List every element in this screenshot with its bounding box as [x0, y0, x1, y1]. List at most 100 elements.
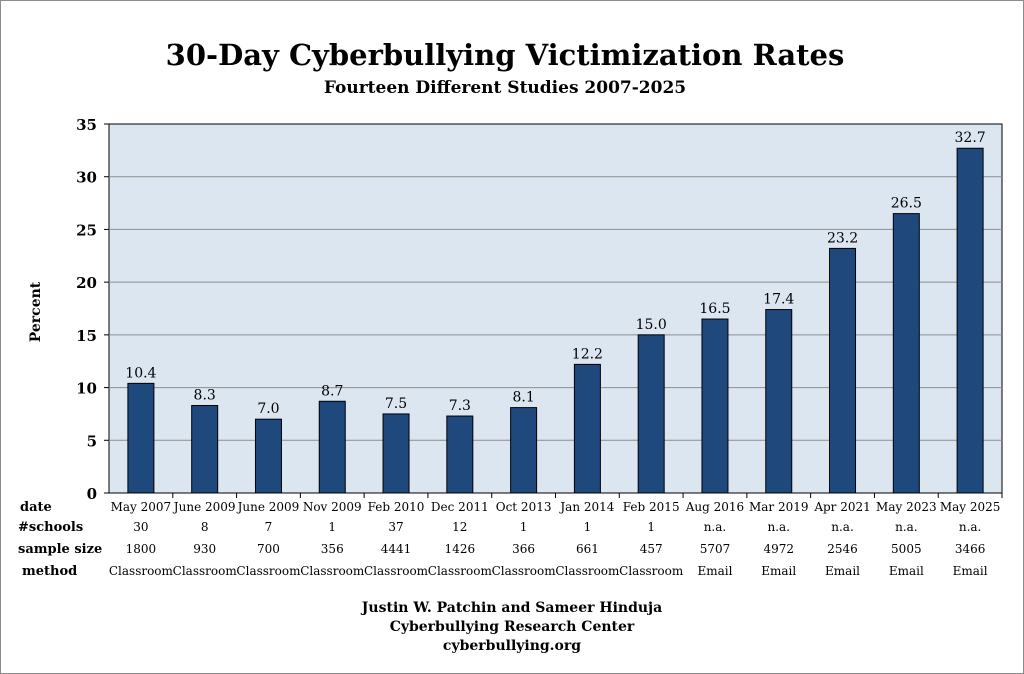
credit-line: Cyberbullying Research Center [390, 619, 635, 635]
data-label: 7.5 [385, 396, 407, 412]
table-cell: Email [825, 564, 860, 578]
credit-line: cyberbullying.org [443, 638, 581, 654]
data-label: 15.0 [636, 317, 667, 333]
table-cell: Email [697, 564, 732, 578]
table-cell: 3466 [955, 542, 986, 556]
table-cell: Classroom [236, 564, 301, 578]
x-tick-label: Aug 2016 [685, 500, 744, 514]
table-cell: 4972 [763, 542, 794, 556]
y-tick-label: 10 [76, 380, 97, 398]
table-cell: 1 [328, 520, 336, 534]
table-cell: Classroom [619, 564, 684, 578]
y-tick-label: 30 [76, 169, 97, 187]
table-cell: 5005 [891, 542, 922, 556]
data-label: 12.2 [572, 346, 603, 362]
table-cell: 457 [640, 542, 663, 556]
table-row-label: sample size [18, 542, 102, 557]
data-label: 32.7 [955, 130, 986, 146]
data-label: 17.4 [763, 292, 794, 308]
bar [191, 404, 219, 494]
y-tick-label: 5 [87, 432, 97, 450]
table-cell: Classroom [300, 564, 365, 578]
data-label: 7.0 [257, 401, 279, 417]
bar [382, 413, 410, 494]
data-label: 7.3 [449, 398, 471, 414]
table-cell: 8 [201, 520, 209, 534]
table-cell: 37 [388, 520, 403, 534]
table-cell: n.a. [831, 520, 854, 534]
y-tick-label: 15 [76, 327, 97, 345]
table-cell: Email [889, 564, 924, 578]
bar [956, 147, 984, 494]
bar [318, 400, 346, 494]
x-tick-label: Apr 2021 [813, 500, 870, 514]
table-cell: Classroom [109, 564, 174, 578]
credits: Justin W. Patchin and Sameer Hinduja Cybe… [360, 600, 662, 654]
table-cell: Classroom [428, 564, 493, 578]
table-cell: n.a. [895, 520, 918, 534]
bar [510, 407, 538, 494]
table-cell: 1 [647, 520, 655, 534]
y-tick-label: 20 [76, 274, 97, 292]
data-label: 23.2 [827, 230, 858, 246]
data-table: date May 2007 June 2009 June 2009 Nov 2009 Fe… [18, 500, 1000, 579]
table-cell: 700 [257, 542, 280, 556]
credit-line: Justin W. Patchin and Sameer Hinduja [360, 600, 662, 616]
data-label: 26.5 [891, 196, 922, 212]
bar [446, 415, 474, 494]
table-cell: Classroom [492, 564, 557, 578]
chart-subtitle: Fourteen Different Studies 2007-2025 [324, 78, 686, 98]
table-cell: Classroom [173, 564, 238, 578]
bar [637, 334, 665, 494]
table-row-label: method [22, 564, 77, 579]
chart-title: 30-Day Cyberbullying Victimization Rates [166, 38, 845, 72]
x-tick-label: June 2009 [172, 500, 236, 514]
y-axis-label: Percent [28, 281, 44, 342]
data-label: 8.3 [194, 387, 216, 403]
table-cell: 1 [584, 520, 592, 534]
x-tick-label: Oct 2013 [496, 500, 552, 514]
data-label: 16.5 [699, 301, 730, 317]
bar [254, 418, 282, 494]
table-cell: 1426 [445, 542, 476, 556]
table-cell: 661 [576, 542, 599, 556]
table-cell: 5707 [700, 542, 731, 556]
plot-background [108, 123, 1003, 494]
table-cell: 356 [321, 542, 344, 556]
table-cell: Email [953, 564, 988, 578]
x-tick-label: Nov 2009 [303, 500, 362, 514]
bar [892, 213, 920, 494]
x-tick-label: May 2007 [111, 500, 172, 514]
x-tick-label: May 2025 [940, 500, 1001, 514]
table-cell: Classroom [364, 564, 429, 578]
bar [573, 363, 601, 494]
data-label: 8.7 [321, 383, 343, 399]
x-tick-label: Dec 2011 [431, 500, 489, 514]
table-cell: 4441 [381, 542, 412, 556]
table-cell: 12 [452, 520, 467, 534]
table-cell: 30 [133, 520, 148, 534]
y-tick-label: 35 [76, 116, 97, 134]
plot-area: 0 5 10 15 20 25 30 35 10.4 8.3 7.0 8.7 7.5 7.3 8.1 12.2… [76, 116, 1003, 503]
data-label: 8.1 [512, 390, 534, 406]
y-tick-label: 25 [76, 221, 97, 239]
bar [701, 318, 729, 494]
y-tick-label: 0 [87, 485, 97, 503]
x-tick-label: May 2023 [876, 500, 937, 514]
x-tick-label: Feb 2010 [368, 500, 425, 514]
table-cell: n.a. [704, 520, 727, 534]
x-tick-label: June 2009 [236, 500, 300, 514]
table-cell: Email [761, 564, 796, 578]
x-tick-label: Mar 2019 [749, 500, 809, 514]
bar [829, 247, 857, 494]
table-cell: 7 [265, 520, 273, 534]
table-cell: 930 [193, 542, 216, 556]
table-row-label: #schools [18, 520, 83, 535]
bar [127, 382, 155, 494]
table-cell: 1800 [126, 542, 157, 556]
x-tick-label: Feb 2015 [623, 500, 680, 514]
table-cell: n.a. [767, 520, 790, 534]
data-label: 10.4 [125, 365, 156, 381]
x-tick-label: Jan 2014 [558, 500, 614, 514]
